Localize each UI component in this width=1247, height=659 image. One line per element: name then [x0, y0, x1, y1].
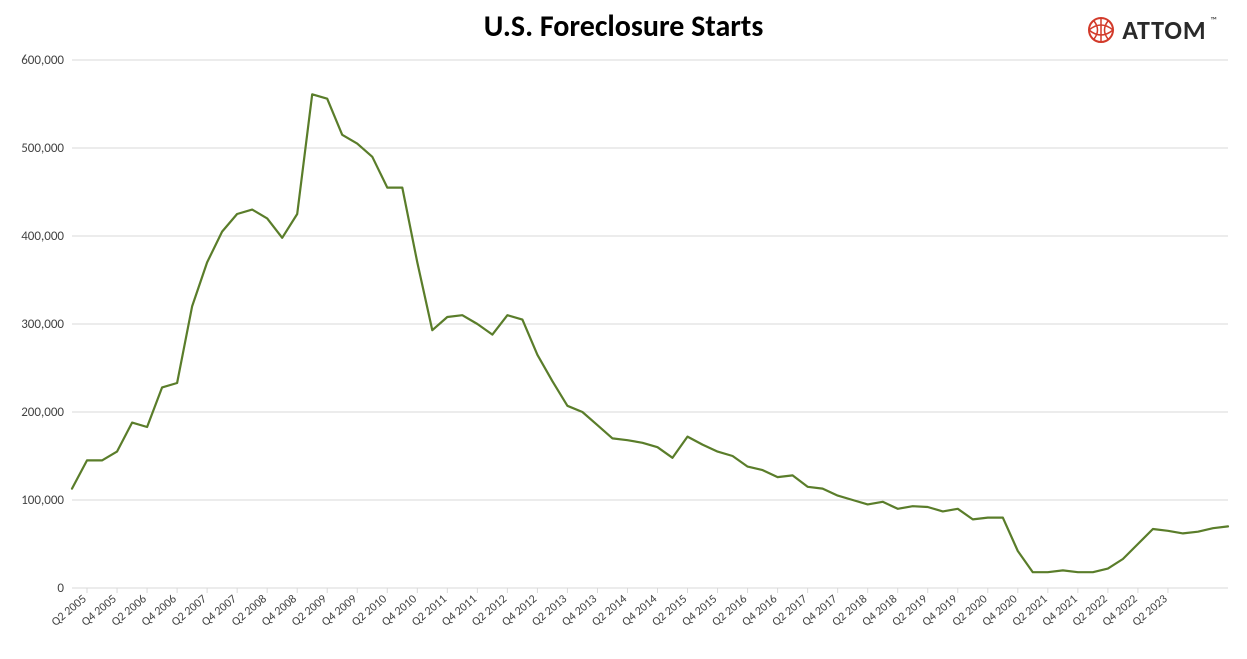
y-tick-label: 400,000 — [21, 229, 64, 244]
chart-container: U.S. Foreclosure Starts ATTOM ™ 0100,000… — [0, 0, 1247, 659]
y-tick-label: 0 — [57, 581, 64, 596]
y-axis-ticks: 0 100,000 200,000 300,000 400,000 500,000 600,… — [21, 53, 64, 596]
data-line — [72, 94, 1228, 572]
y-tick-label: 600,000 — [21, 53, 64, 68]
y-tick-label: 500,000 — [21, 141, 64, 156]
x-axis-ticks: Q2 2005Q4 2005Q2 2006Q4 2006Q2 2007Q4 20… — [49, 588, 1170, 630]
y-tick-label: 200,000 — [21, 405, 64, 420]
grid-lines — [72, 60, 1228, 588]
chart-svg: 0 100,000 200,000 300,000 400,000 500,000 600,… — [0, 0, 1247, 659]
y-tick-label: 100,000 — [21, 493, 64, 508]
y-tick-label: 300,000 — [21, 317, 64, 332]
